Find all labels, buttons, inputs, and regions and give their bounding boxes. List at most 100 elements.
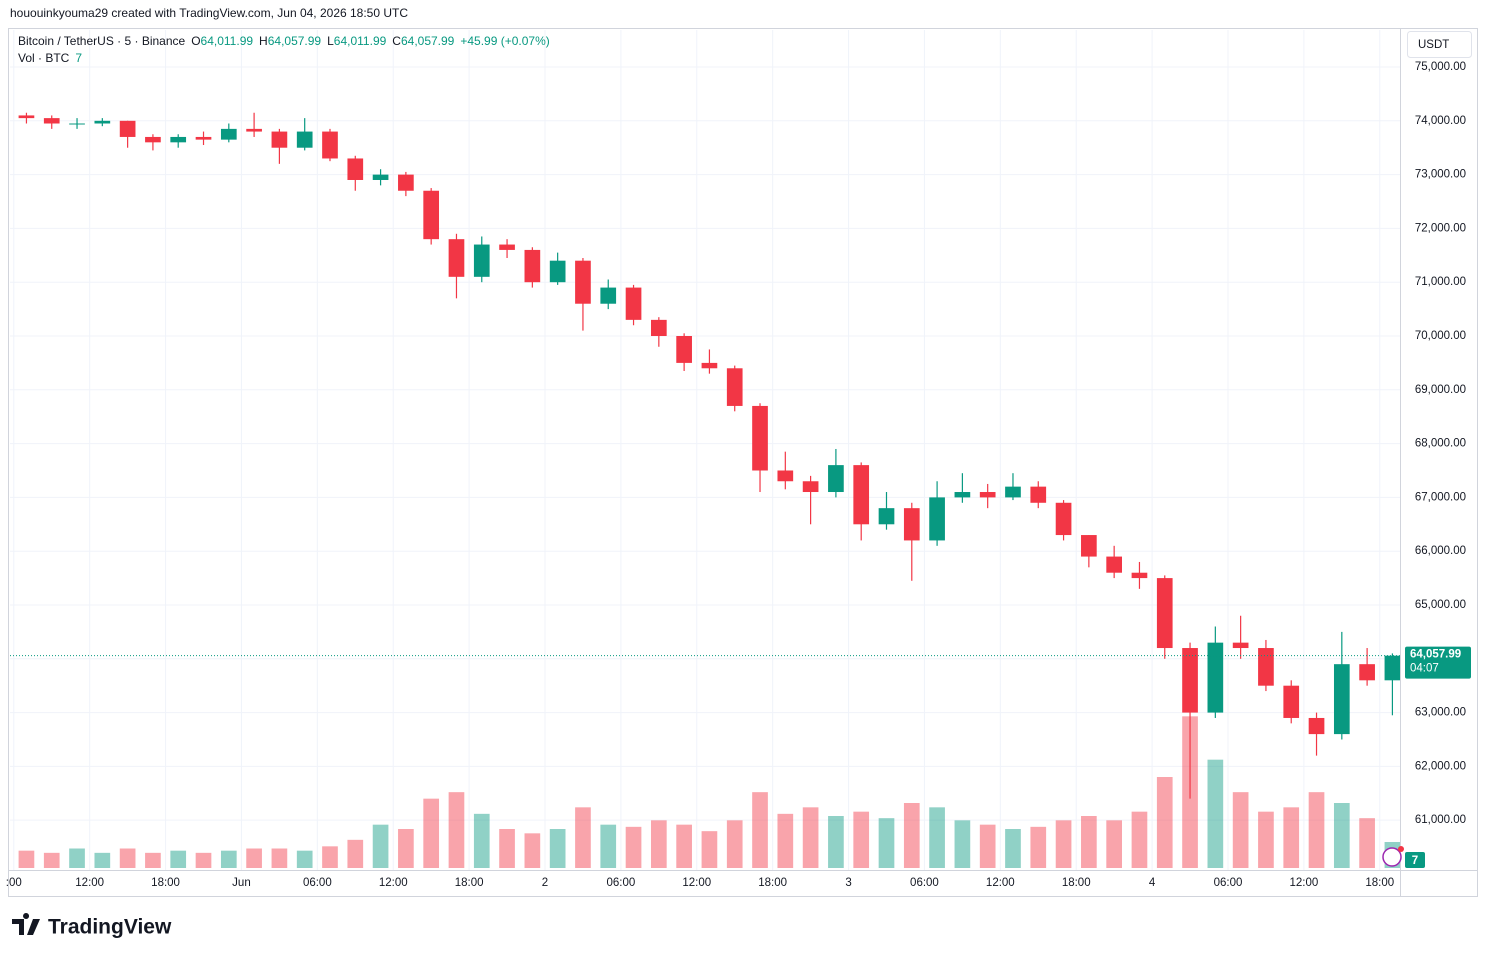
candle-body xyxy=(69,123,85,125)
countdown: 04:07 xyxy=(1410,663,1439,675)
volume-bar xyxy=(1359,818,1375,868)
candle-body xyxy=(1081,535,1097,557)
volume-bar xyxy=(220,850,237,868)
volume-bar xyxy=(625,826,642,868)
volume-bar xyxy=(18,850,35,868)
y-tick-label: 62,000.00 xyxy=(1415,760,1466,772)
candle-body xyxy=(802,481,819,493)
volume-bar xyxy=(372,824,389,868)
alert-icon[interactable] xyxy=(1382,847,1402,867)
candle-body xyxy=(752,405,768,471)
candle-body xyxy=(979,492,996,498)
candle-body xyxy=(94,120,111,124)
currency-button[interactable] xyxy=(1407,31,1472,58)
candle-body xyxy=(1055,502,1072,536)
candle-body xyxy=(271,131,288,148)
volume-bar xyxy=(1283,807,1300,868)
x-tick-label: 18:00 xyxy=(1365,877,1394,889)
candle-body xyxy=(853,465,870,525)
candle-body xyxy=(954,492,971,498)
x-tick-label: 06:00 xyxy=(303,877,332,889)
y-tick-label: 61,000.00 xyxy=(1415,814,1466,826)
volume-bar xyxy=(1258,811,1274,868)
volume-bar xyxy=(195,852,212,868)
volume-pane xyxy=(18,716,1401,868)
c-value: 64,057.99 xyxy=(401,34,455,48)
volume-bar xyxy=(119,848,136,868)
y-tick-label: 66,000.00 xyxy=(1415,545,1466,557)
volume-bar xyxy=(903,803,920,868)
candle-body xyxy=(1156,578,1173,649)
logo-text: TradingView xyxy=(48,916,172,939)
volume-bar xyxy=(929,807,945,868)
candle-body xyxy=(1182,648,1198,713)
volume-last-label: 7 xyxy=(1412,855,1418,867)
y-tick-label: 63,000.00 xyxy=(1415,707,1466,719)
o-label: O xyxy=(191,34,200,48)
x-tick-label: 12:00 xyxy=(682,877,711,889)
candle-body xyxy=(828,465,844,493)
last-price-label: 64,057.99 xyxy=(1410,649,1461,661)
l-label: L xyxy=(327,34,334,48)
volume-bar xyxy=(43,852,60,868)
candle-body xyxy=(43,118,60,124)
alert-dot xyxy=(1398,846,1404,852)
volume-bar xyxy=(853,811,870,868)
x-tick-label: 18:00 xyxy=(455,877,484,889)
grid xyxy=(10,30,1400,870)
c-label: C xyxy=(392,34,401,48)
vol-value: 7 xyxy=(75,51,82,65)
y-tick-label: 73,000.00 xyxy=(1415,169,1466,181)
volume-bar xyxy=(1030,826,1047,868)
volume-bar xyxy=(170,850,187,868)
candle-body xyxy=(372,174,389,180)
volume-bar xyxy=(1156,777,1173,868)
candle-body xyxy=(1232,642,1249,649)
volume-bar xyxy=(1106,820,1122,868)
candle-body xyxy=(195,136,212,140)
y-tick-label: 71,000.00 xyxy=(1415,276,1466,288)
y-tick-label: 72,000.00 xyxy=(1415,222,1466,234)
candle-body xyxy=(1030,486,1047,503)
x-tick-label: 18:00 xyxy=(1062,877,1091,889)
volume-bar xyxy=(296,850,313,868)
x-tick-label: :00 xyxy=(6,877,22,889)
candle-body xyxy=(650,319,667,337)
candle-body xyxy=(1283,685,1300,718)
volume-bar xyxy=(676,824,692,868)
candle-body xyxy=(448,239,465,277)
candle-body xyxy=(701,362,718,369)
candle-body xyxy=(524,249,541,283)
y-tick-label: 69,000.00 xyxy=(1415,384,1466,396)
volume-bar xyxy=(777,813,794,868)
candle-body xyxy=(322,131,338,159)
candle-body xyxy=(878,508,895,525)
candle-body xyxy=(1005,486,1021,498)
candle-body xyxy=(1207,642,1224,713)
currency[interactable]: USDT xyxy=(1418,39,1449,51)
candle-body xyxy=(1384,655,1401,681)
volume-bar xyxy=(145,852,161,868)
volume-bar xyxy=(828,816,844,868)
candle-body xyxy=(18,115,35,119)
candle-body xyxy=(549,260,566,283)
candle-body xyxy=(1308,717,1325,735)
candle-body xyxy=(398,174,414,191)
volume-bar xyxy=(322,846,338,868)
candle-body xyxy=(499,244,515,250)
candle-body xyxy=(170,136,187,143)
candle-body xyxy=(676,336,692,363)
x-tick-label: Jun xyxy=(232,877,251,889)
volume-bar xyxy=(1005,829,1021,868)
candle-body xyxy=(119,120,136,137)
frame xyxy=(8,28,1478,897)
candle-body xyxy=(423,190,440,240)
x-tick-label: 12:00 xyxy=(986,877,1015,889)
vol-label: Vol · BTC xyxy=(18,51,70,65)
l-value: 64,011.99 xyxy=(334,34,387,48)
x-tick-label: 12:00 xyxy=(379,877,408,889)
h-label: H xyxy=(259,34,268,48)
symbol: Bitcoin / TetherUS · 5 · Binance xyxy=(18,34,186,48)
